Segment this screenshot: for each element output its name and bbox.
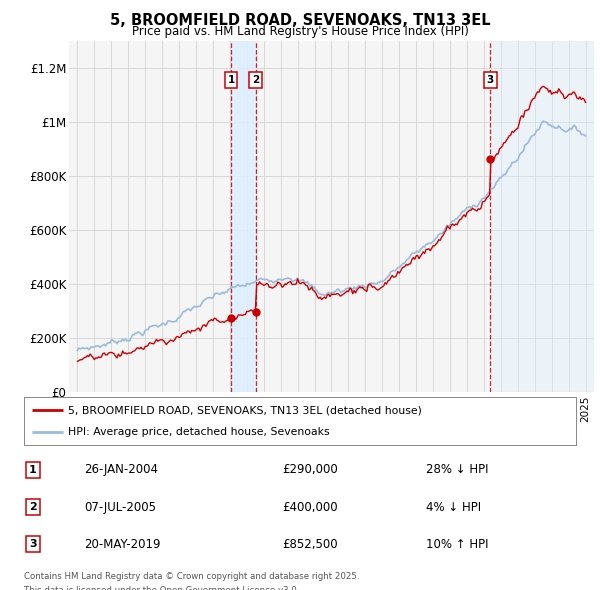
Text: 3: 3 — [29, 539, 37, 549]
Text: HPI: Average price, detached house, Sevenoaks: HPI: Average price, detached house, Seve… — [68, 427, 330, 437]
Text: Contains HM Land Registry data © Crown copyright and database right 2025.: Contains HM Land Registry data © Crown c… — [24, 572, 359, 581]
Bar — [231, 41, 256, 392]
Text: 5, BROOMFIELD ROAD, SEVENOAKS, TN13 3EL (detached house): 5, BROOMFIELD ROAD, SEVENOAKS, TN13 3EL … — [68, 405, 422, 415]
Text: 3: 3 — [487, 75, 494, 85]
Text: 5, BROOMFIELD ROAD, SEVENOAKS, TN13 3EL: 5, BROOMFIELD ROAD, SEVENOAKS, TN13 3EL — [110, 13, 490, 28]
Text: 1: 1 — [227, 75, 235, 85]
Text: 2: 2 — [252, 75, 259, 85]
Text: 07-JUL-2005: 07-JUL-2005 — [84, 500, 156, 514]
Text: £852,500: £852,500 — [282, 537, 338, 551]
Text: Price paid vs. HM Land Registry's House Price Index (HPI): Price paid vs. HM Land Registry's House … — [131, 25, 469, 38]
Text: £290,000: £290,000 — [282, 463, 338, 477]
Text: 26-JAN-2004: 26-JAN-2004 — [84, 463, 158, 477]
Text: This data is licensed under the Open Government Licence v3.0.: This data is licensed under the Open Gov… — [24, 586, 299, 590]
Text: 4% ↓ HPI: 4% ↓ HPI — [426, 500, 481, 514]
Text: 10% ↑ HPI: 10% ↑ HPI — [426, 537, 488, 551]
Text: £400,000: £400,000 — [282, 500, 338, 514]
Text: 1: 1 — [29, 465, 37, 475]
Bar — [490, 41, 594, 392]
Text: 20-MAY-2019: 20-MAY-2019 — [84, 537, 161, 551]
Text: 28% ↓ HPI: 28% ↓ HPI — [426, 463, 488, 477]
Text: 2: 2 — [29, 502, 37, 512]
